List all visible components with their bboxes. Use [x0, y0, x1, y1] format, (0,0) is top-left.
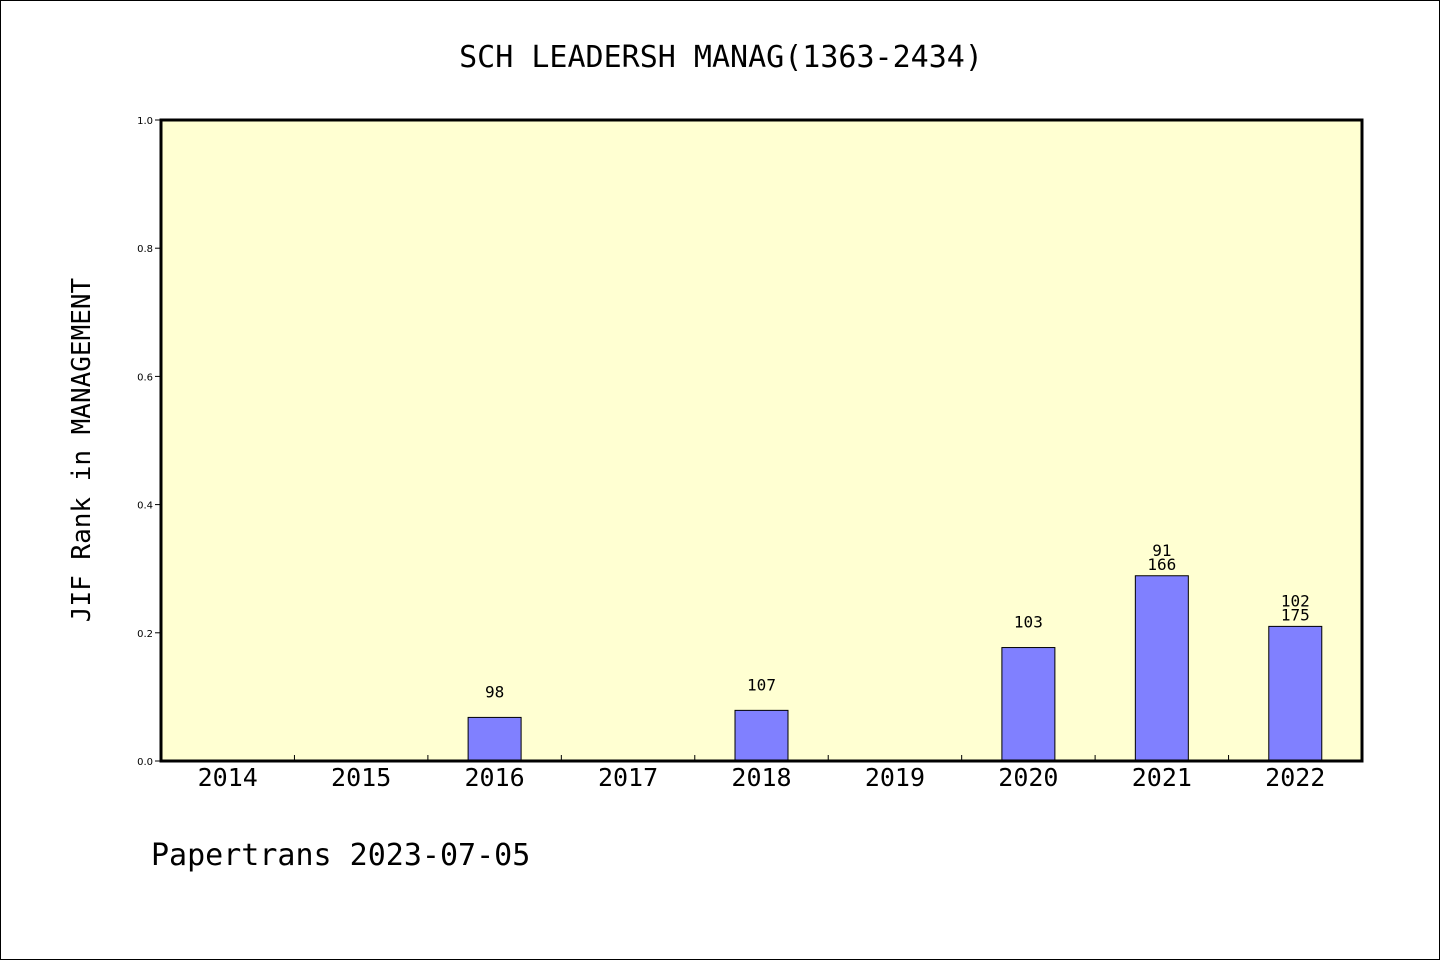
y-tick-label: 0.0 [137, 757, 153, 768]
x-tick-label: 2021 [1132, 763, 1192, 792]
plot-border [159, 118, 1364, 763]
data-label: 107 [747, 675, 776, 694]
data-label: 98 [485, 682, 504, 701]
data-label: 103 [1014, 613, 1043, 632]
y-tick-label: 0.6 [137, 372, 153, 383]
x-tick-label: 2017 [598, 763, 658, 792]
bar-2018 [734, 709, 789, 762]
y-tick-label: 0.8 [137, 244, 153, 255]
y-axis-label: JIF Rank in MANAGEMENT [67, 277, 97, 622]
bars [467, 575, 1323, 762]
x-tick-label: 2020 [998, 763, 1058, 792]
bar-2022 [1268, 625, 1323, 762]
data-label: 166 [1147, 555, 1176, 574]
x-tick-label: 2015 [331, 763, 391, 792]
chart-title: SCH LEADERSH MANAG(1363-2434) [459, 40, 983, 75]
y-tick-label: 0.4 [137, 501, 153, 512]
x-tick-label: 2016 [465, 763, 525, 792]
x-tick-label: 2018 [731, 763, 791, 792]
bar-2021 [1134, 575, 1189, 762]
data-label: 102 [1281, 591, 1310, 610]
bar-2016 [467, 716, 522, 762]
x-tick-label: 2014 [198, 763, 258, 792]
x-axis: 2014 2015 2016 2017 2018 2019 2020 2021 2022 [198, 755, 1325, 792]
x-tick-label: 2022 [1265, 763, 1325, 792]
y-tick-label: 0.2 [137, 629, 153, 640]
y-tick-label: 1.0 [137, 116, 153, 127]
data-label: 175 [1281, 605, 1310, 624]
data-label: 91 [1152, 541, 1171, 560]
x-tick-label: 2019 [865, 763, 925, 792]
y-axis: 0.0 0.2 0.4 0.6 0.8 1.0 [137, 116, 161, 768]
bar-2020 [1001, 647, 1056, 762]
footer-credit: Papertrans 2023-07-05 [151, 838, 530, 873]
